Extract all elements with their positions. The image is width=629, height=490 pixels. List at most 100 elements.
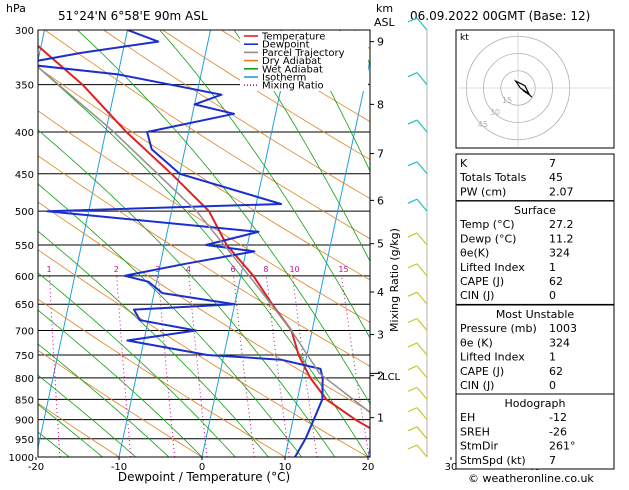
mixing-ratio-tick-label: 10 [289, 265, 299, 274]
most-unstable-label: θe (K) [460, 336, 493, 349]
most-unstable-value: 1003 [549, 322, 577, 335]
wind-barb [417, 73, 427, 85]
wind-barb [417, 162, 427, 174]
mixing-ratio-axis-label: Mixing Ratio (g/kg) [388, 228, 401, 332]
wind-barb-flag [408, 264, 417, 268]
indices-panels: K 7 Totals Totals 45 PW (cm) 2.07 SurfaceTemp … [456, 154, 614, 469]
pressure-unit-label: hPa [6, 2, 26, 15]
surface-value: 324 [549, 247, 570, 260]
indices-label: Totals Totals [459, 171, 527, 184]
km-tick-label: 9 [377, 36, 384, 49]
copyright-label: © weatheronline.co.uk [468, 472, 594, 485]
hodograph-stats-value: 7 [549, 454, 556, 467]
datetime-label: 06.09.2022 00GMT (Base: 12) [410, 9, 590, 23]
wet-adiabat-line [0, 30, 268, 457]
pressure-tick-label: 500 [15, 207, 34, 218]
mixing-ratio-tick-label: 4 [186, 265, 191, 274]
legend-label: Mixing Ratio [262, 81, 324, 92]
surface-label: Dewp (°C) [460, 232, 516, 245]
wind-barb [417, 343, 427, 355]
surface-label: Temp (°C) [459, 218, 515, 231]
wind-barb [417, 408, 427, 420]
mixing-ratio-tick-label: 20 [374, 265, 384, 274]
km-tick-label: 3 [377, 329, 384, 342]
pressure-tick-label: 600 [15, 272, 34, 283]
x-axis-label: Dewpoint / Temperature (°C) [118, 470, 290, 484]
mixing-ratio-tick-label: 8 [263, 265, 268, 274]
isotherm-line [36, 30, 128, 457]
pressure-tick-label: 900 [15, 416, 34, 427]
indices-value: 45 [549, 171, 563, 184]
most-unstable-value: 1 [549, 351, 556, 364]
wind-barb-flag [408, 387, 417, 391]
most-unstable-title: Most Unstable [496, 308, 575, 321]
wind-barb [417, 445, 427, 457]
pressure-tick-label: 950 [15, 435, 34, 446]
mixing-ratio-tick-label: 1 [46, 265, 51, 274]
wind-barb-flag [408, 233, 417, 237]
km-tick-label: 8 [377, 98, 384, 111]
km-tick-label: 1 [377, 412, 384, 425]
pressure-tick-label: 450 [15, 170, 34, 181]
series-dewpoint-line [21, 30, 323, 457]
mixing-ratio-line [158, 276, 174, 457]
pressure-tick-label: 700 [15, 327, 34, 338]
pressure-tick-label: 650 [15, 300, 34, 311]
mixing-ratio-line [189, 276, 207, 457]
hodograph-stats-value: 261° [549, 440, 576, 453]
pressure-tick-label: 300 [15, 26, 34, 37]
x-tick-label: -20 [28, 462, 44, 473]
most-unstable-value: 62 [549, 365, 563, 378]
wind-barb [417, 233, 427, 245]
indices-label: PW (cm) [460, 185, 506, 198]
mixing-ratio-tick-label: 6 [231, 265, 236, 274]
isotherm-line [119, 30, 211, 457]
surface-title: Surface [514, 204, 556, 217]
wind-barb-flag [408, 343, 417, 347]
mixing-ratio-line [117, 276, 131, 457]
dry-adiabat-line [0, 30, 534, 457]
wind-barb-flag [408, 292, 417, 296]
wind-barb-column [408, 18, 427, 457]
dry-adiabat-line [0, 30, 368, 457]
wind-barb-flag [408, 120, 417, 124]
pressure-tick-label: 750 [15, 351, 34, 362]
pressure-tick-label: 350 [15, 81, 34, 92]
hodograph-ring-label: 30 [490, 108, 500, 117]
wet-adiabat-line [77, 30, 401, 457]
wind-barb-flag [408, 199, 417, 203]
most-unstable-label: CIN (J) [460, 379, 494, 392]
isotherm-line [285, 30, 377, 457]
mixing-ratio-line [341, 276, 369, 457]
mixing-ratio-tick-label: 15 [338, 265, 348, 274]
hodograph-stats-title: Hodograph [505, 397, 566, 410]
surface-label: Lifted Index [460, 261, 525, 274]
x-tick-label: 30 [445, 462, 458, 473]
indices-value: 7 [549, 157, 556, 170]
wind-barb [417, 120, 427, 132]
hodograph-stats-label: StmDir [460, 440, 499, 453]
surface-value: 11.2 [549, 232, 574, 245]
hodograph-unit-label: kt [460, 33, 469, 43]
wind-barb [417, 292, 427, 304]
most-unstable-value: 324 [549, 336, 570, 349]
indices-label: K [460, 157, 468, 170]
asl-unit-label: ASL [374, 16, 396, 29]
km-tick-label: 7 [377, 148, 384, 161]
hodograph-stats-value: -12 [549, 411, 567, 424]
pressure-tick-label: 550 [15, 241, 34, 252]
pressure-tick-label: 400 [15, 128, 34, 139]
mixing-ratio-line [234, 276, 255, 457]
wind-barb [417, 199, 427, 211]
indices-value: 2.07 [549, 185, 574, 198]
location-label: 51°24'N 6°58'E 90m ASL [58, 9, 208, 23]
wind-barb [417, 427, 427, 439]
hodograph-stats-value: -26 [549, 425, 567, 438]
surface-value: 27.2 [549, 218, 574, 231]
pressure-tick-label: 850 [15, 395, 34, 406]
most-unstable-label: Lifted Index [460, 351, 525, 364]
hodograph-ring-label: 15 [502, 96, 512, 105]
wind-barb-flag [408, 319, 417, 323]
surface-value: 62 [549, 275, 563, 288]
